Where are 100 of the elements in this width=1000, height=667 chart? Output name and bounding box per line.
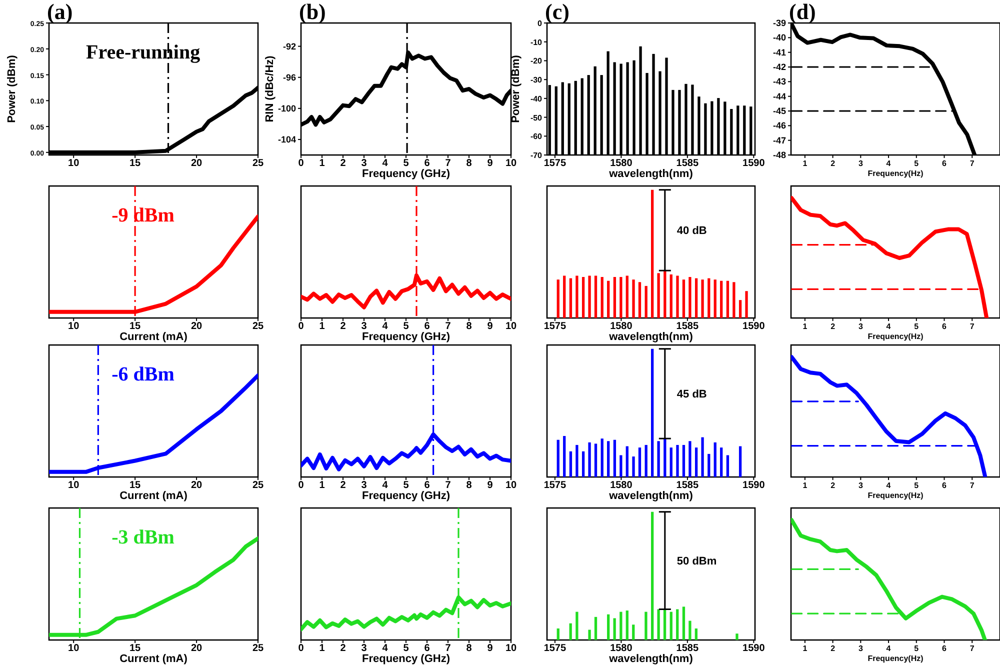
- bar: [644, 612, 648, 640]
- x-tick-label: 1575: [544, 321, 567, 332]
- x-tick-label: 6: [424, 643, 430, 654]
- x-tick-label: 0: [298, 643, 304, 654]
- bar: [588, 630, 591, 640]
- bar: [670, 448, 672, 477]
- x-tick-label: 6: [424, 480, 430, 491]
- y-tick-label: -92: [282, 41, 296, 52]
- x-tick-label: 9: [487, 480, 494, 491]
- bar: [626, 446, 628, 477]
- x-tick-label: 8: [466, 321, 472, 332]
- bar: [651, 512, 654, 640]
- x-axis-title: Frequency (GHz): [362, 490, 450, 502]
- bar: [556, 280, 560, 318]
- x-tick-label: 10: [68, 643, 80, 654]
- y-tick-label: -50: [530, 113, 543, 122]
- bar: [670, 274, 672, 318]
- x-tick-label: 8: [466, 158, 472, 169]
- x-tick-label: 4: [886, 481, 892, 490]
- bar: [701, 280, 704, 318]
- x-tick-label: 1575: [544, 158, 567, 169]
- x-tick-label: 2: [340, 158, 346, 169]
- bar: [638, 448, 642, 477]
- x-tick-label: 6: [424, 158, 430, 169]
- bar: [694, 628, 698, 640]
- x-tick-label: 9: [487, 321, 494, 332]
- x-tick-label: 5: [914, 644, 920, 653]
- bar: [745, 291, 748, 318]
- x-tick-label: 1: [319, 480, 326, 491]
- x-tick-label: 25: [252, 643, 264, 654]
- x-axis-title: Frequency (GHz): [362, 168, 450, 180]
- y-tick-label: -20: [530, 56, 543, 66]
- x-tick-label: 2: [830, 644, 836, 653]
- y-axis-title: Power (dBm): [6, 54, 18, 123]
- x-axis-title: Current (mA): [120, 331, 188, 343]
- x-tick-label: 7: [445, 643, 452, 654]
- bar: [701, 437, 704, 477]
- bar: [657, 441, 660, 477]
- x-tick-label: 2: [340, 321, 346, 332]
- x-tick-label: 7: [970, 644, 975, 653]
- bar: [644, 286, 648, 318]
- annotation: -9 dBm: [112, 204, 175, 227]
- x-tick-label: 4: [382, 480, 388, 491]
- x-tick-label: 5: [914, 159, 920, 168]
- x-tick-label: 4: [382, 158, 388, 169]
- x-tick-label: 25: [252, 321, 264, 332]
- x-axis-title: Frequency(Hz): [868, 491, 924, 500]
- x-tick-label: 3: [361, 158, 368, 169]
- y-tick-label: -30: [530, 76, 543, 85]
- bar: [594, 276, 598, 318]
- bar: [676, 276, 679, 318]
- x-tick-label: 3: [361, 321, 368, 332]
- bar: [626, 610, 628, 640]
- x-tick-label: 1590: [742, 158, 766, 169]
- y-tick-label: -40: [772, 32, 786, 43]
- bar: [670, 612, 672, 640]
- x-tick-label: 15: [129, 643, 142, 654]
- bar: [607, 614, 610, 640]
- y-axis-title: RIN (dBc/Hz): [264, 55, 276, 122]
- bar: [563, 276, 566, 318]
- bar: [620, 276, 622, 318]
- x-axis-title: wavelength(nm): [608, 653, 694, 665]
- x-tick-label: 1590: [742, 643, 766, 654]
- bar: [732, 282, 736, 318]
- x-tick-label: 1575: [544, 480, 567, 491]
- bar: [714, 442, 716, 477]
- x-tick-label: 25: [252, 158, 264, 169]
- x-tick-label: 1575: [544, 643, 567, 654]
- bar: [726, 280, 730, 318]
- bar: [582, 276, 585, 318]
- x-tick-label: 6: [942, 322, 948, 331]
- chart-title: (c): [545, 0, 570, 24]
- bar: [694, 278, 698, 318]
- x-tick-label: 10: [505, 321, 517, 332]
- x-tick-label: 20: [190, 480, 203, 491]
- bar: [676, 444, 679, 477]
- y-tick-label: -43: [772, 76, 786, 87]
- bar: [607, 280, 610, 318]
- x-tick-label: 1: [319, 321, 326, 332]
- x-tick-label: 4: [886, 322, 892, 331]
- x-tick-label: 5: [914, 322, 920, 331]
- x-tick-label: 0: [298, 321, 304, 332]
- x-tick-label: 3: [858, 322, 864, 331]
- annotation: -3 dBm: [112, 526, 175, 549]
- x-tick-label: 1585: [676, 480, 699, 491]
- bar: [657, 273, 660, 318]
- x-tick-label: 1585: [676, 643, 699, 654]
- bar: [582, 451, 585, 477]
- chart-title: (b): [299, 0, 326, 24]
- x-tick-label: 2: [340, 643, 346, 654]
- bar: [600, 438, 604, 477]
- x-tick-label: 1580: [610, 480, 633, 491]
- x-tick-label: 15: [129, 480, 142, 491]
- x-axis-title: wavelength(nm): [608, 490, 694, 502]
- x-tick-label: 7: [970, 481, 975, 490]
- x-axis-title: Frequency(Hz): [868, 654, 924, 663]
- x-axis-title: wavelength(nm): [608, 168, 694, 180]
- x-tick-label: 5: [914, 481, 920, 490]
- y-tick-label: -96: [282, 72, 296, 82]
- y-tick-label: -100: [278, 103, 296, 114]
